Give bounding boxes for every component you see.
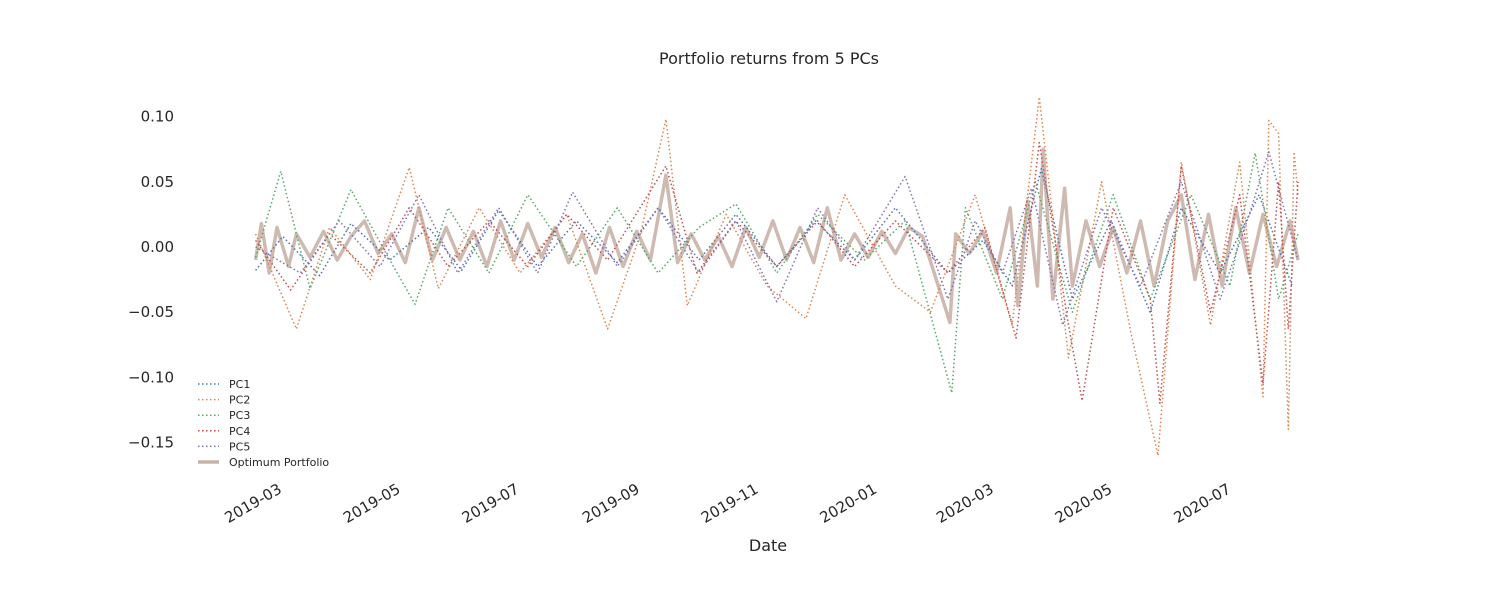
legend-label: PC1 bbox=[229, 378, 250, 391]
x-tick-label: 2020-05 bbox=[1052, 480, 1115, 527]
y-tick-label: −0.15 bbox=[128, 433, 174, 451]
series-line-optimum-portfolio bbox=[253, 147, 1300, 325]
legend: PC1 PC2 PC3 PC4 PC5 Optimum Portfolio bbox=[198, 378, 329, 469]
legend-label: PC2 bbox=[229, 394, 250, 407]
x-tick-label: 2019-09 bbox=[579, 480, 642, 527]
x-axis: 2019-03 2019-05 2019-07 2019-09 2019-11 2020-… bbox=[222, 480, 1234, 527]
y-tick-label: −0.10 bbox=[128, 368, 174, 386]
y-tick-label: 0.05 bbox=[141, 173, 174, 191]
legend-label: Optimum Portfolio bbox=[229, 456, 329, 469]
chart-title: Portfolio returns from 5 PCs bbox=[659, 49, 879, 68]
x-tick-label: 2020-07 bbox=[1171, 480, 1234, 527]
series-line-pc1 bbox=[255, 167, 1293, 313]
legend-label: PC4 bbox=[229, 425, 250, 438]
x-tick-label: 2019-03 bbox=[222, 480, 285, 527]
series-line-pc4 bbox=[254, 141, 1299, 405]
x-tick-label: 2019-05 bbox=[340, 480, 403, 527]
series-line-pc3 bbox=[254, 152, 1299, 394]
y-tick-label: 0.10 bbox=[141, 108, 174, 126]
x-tick-label: 2019-11 bbox=[698, 480, 761, 527]
x-axis-label: Date bbox=[749, 536, 787, 555]
series-layer bbox=[253, 96, 1300, 457]
legend-label: PC3 bbox=[229, 409, 250, 422]
x-tick-label: 2019-07 bbox=[459, 480, 522, 527]
legend-label: PC5 bbox=[229, 440, 250, 453]
y-tick-label: 0.00 bbox=[141, 238, 174, 256]
x-tick-label: 2020-01 bbox=[817, 480, 880, 527]
y-tick-label: −0.05 bbox=[128, 303, 174, 321]
y-axis: 0.10 0.05 0.00 −0.05 −0.10 −0.15 bbox=[128, 108, 174, 452]
series-line-pc2 bbox=[254, 96, 1299, 457]
x-tick-label: 2020-03 bbox=[933, 480, 996, 527]
